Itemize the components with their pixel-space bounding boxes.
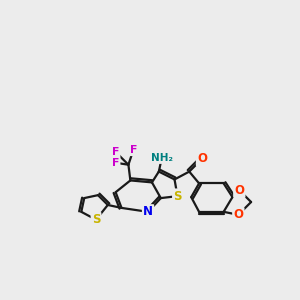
- Text: S: S: [92, 213, 100, 226]
- Text: F: F: [112, 147, 119, 157]
- Text: F: F: [112, 158, 119, 168]
- Text: S: S: [173, 190, 182, 202]
- Text: NH₂: NH₂: [151, 153, 173, 163]
- Text: F: F: [130, 145, 137, 155]
- Text: O: O: [197, 152, 207, 165]
- Text: N: N: [143, 205, 153, 218]
- Text: O: O: [233, 208, 243, 221]
- Text: O: O: [234, 184, 244, 197]
